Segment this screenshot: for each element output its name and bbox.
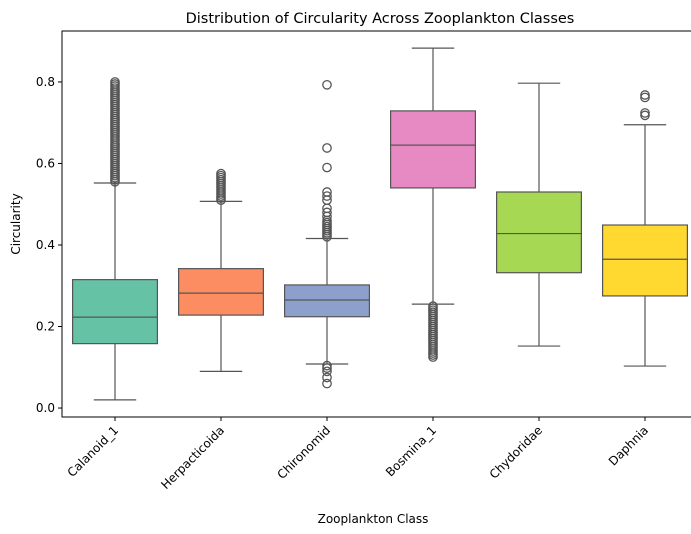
box-chironomid xyxy=(284,79,371,389)
iqr-box xyxy=(496,191,583,274)
iqr-box xyxy=(284,284,371,318)
outlier-point xyxy=(322,207,332,218)
iqr-box xyxy=(601,224,688,297)
x-tick-label: Daphnia xyxy=(606,423,651,468)
outlier-point xyxy=(322,191,332,201)
outlier-point xyxy=(640,110,650,121)
outlier-point xyxy=(322,187,332,197)
x-tick-label: Herpacticoida xyxy=(158,423,227,492)
y-tick-label: 0.6 xyxy=(36,156,55,170)
box-chydoridae xyxy=(496,82,583,347)
iqr-box xyxy=(71,279,159,345)
iqr-box xyxy=(178,268,265,316)
y-axis-label: Circularity xyxy=(9,193,23,254)
outlier-point xyxy=(640,90,650,100)
x-tick-label: Chydoridae xyxy=(487,423,545,481)
outlier-point xyxy=(640,92,650,103)
outlier-point xyxy=(322,366,332,377)
outlier-point xyxy=(322,360,332,371)
iqr-box xyxy=(390,110,477,189)
box-calanoid_1 xyxy=(71,77,159,401)
outlier-point xyxy=(322,372,332,383)
x-tick-label: Chironomid xyxy=(274,423,333,482)
y-tick-label: 0.4 xyxy=(36,238,55,252)
x-axis-label: Zooplankton Class xyxy=(318,512,429,526)
y-tick-label: 0.0 xyxy=(36,401,55,415)
plot-frame xyxy=(61,30,691,418)
outlier-point xyxy=(428,301,438,311)
outlier-point xyxy=(216,168,226,179)
outlier-point xyxy=(640,108,650,118)
y-axis: 0.0 0.2 0.4 0.6 0.8 xyxy=(36,75,62,415)
box-bosmina_1 xyxy=(390,47,477,362)
outlier-point xyxy=(322,378,332,389)
box-daphnia xyxy=(601,90,688,367)
y-tick-label: 0.8 xyxy=(36,75,55,89)
outlier-point xyxy=(322,363,332,373)
x-axis: Calanoid_1 Herpacticoida Chironomid Bosmina… xyxy=(65,417,651,492)
box-herpacticoida xyxy=(178,168,265,372)
x-tick-label: Bosmina_1 xyxy=(383,423,439,479)
plot-area xyxy=(71,47,688,401)
x-tick-label: Calanoid_1 xyxy=(65,423,122,480)
y-tick-label: 0.2 xyxy=(36,320,55,334)
outlier-point xyxy=(322,143,332,153)
chart-title: Distribution of Circularity Across Zoopl… xyxy=(186,11,575,27)
outlier-point xyxy=(110,77,120,87)
outlier-point xyxy=(322,162,332,173)
outlier-point xyxy=(322,79,332,90)
